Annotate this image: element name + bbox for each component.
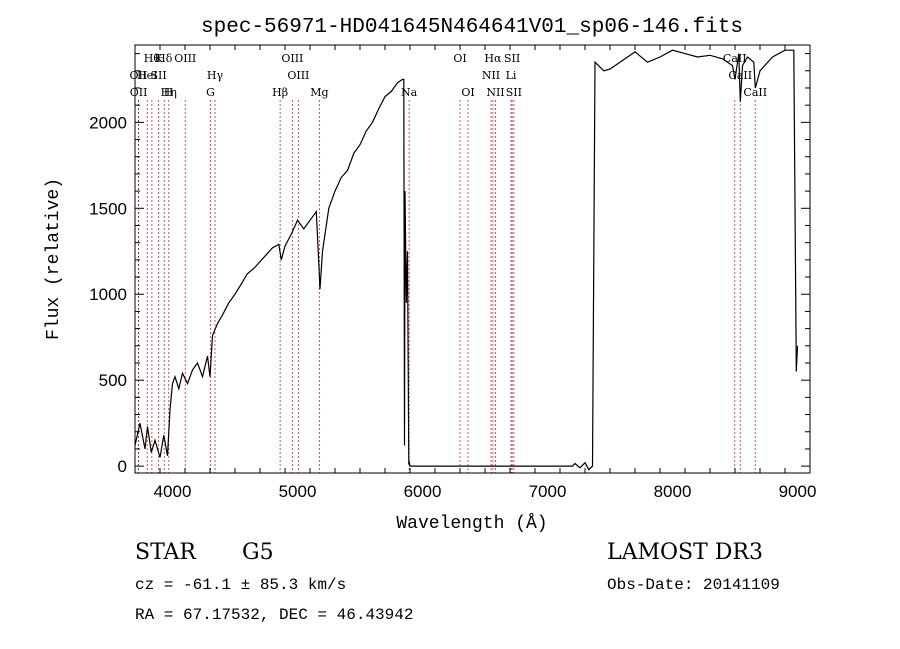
line-markers [137,100,756,473]
line-marker-label: NII [486,86,504,99]
line-marker-label: OI [461,86,474,99]
coordinates: RA = 67.17532, DEC = 46.43942 [135,606,413,624]
y-tick-label: 1500 [89,199,127,218]
line-marker-label: CaII [723,52,747,65]
object-class: STAR [135,540,197,565]
line-marker-label: Hβ [272,86,288,99]
line-marker-label: Hη [161,86,177,99]
x-tick-label: 5000 [279,482,317,501]
line-marker-label: H [164,86,174,99]
line-marker-label: Mg [310,86,328,99]
x-tick-label: 8000 [654,482,692,501]
y-tick-label: 1000 [89,285,127,304]
line-marker-label: HeI [137,69,157,82]
line-marker-label: Hδ [156,52,173,65]
y-tick-label: 0 [118,457,127,476]
y-tick-label: 500 [99,371,127,390]
line-marker-label: OII [130,69,148,82]
x-axis: 4000 5000 6000 7000 8000 9000 [134,45,817,501]
x-tick-label: 4000 [154,482,192,501]
line-marker-label: OI [453,52,466,65]
line-marker-label: Hθ [144,52,161,65]
line-marker-label: CaII [728,69,752,82]
x-tick-label: 9000 [779,482,817,501]
x-tick-label: 7000 [529,482,567,501]
plot-clip-region [135,49,799,471]
line-marker-label: Na [401,86,418,99]
line-marker-label: OIII [287,69,309,82]
line-marker-label: SII [151,69,167,82]
x-tick-label: 6000 [404,482,442,501]
line-marker-label: OIII [281,52,303,65]
line-marker-label: K [155,52,164,65]
line-marker-label: OIII [174,52,196,65]
survey-label: LAMOST DR3 [607,540,763,565]
line-marker-label: CaII [743,86,767,99]
line-marker-label: SII [506,86,522,99]
spectrum-series-line [135,49,799,471]
x-axis-label: Wavelength (Å) [396,513,547,534]
line-marker-label: OII [130,86,148,99]
plot-frame [134,44,811,474]
y-axis: 0 500 1000 1500 2000 [89,53,810,476]
redshift-velocity: cz = -61.1 ± 85.3 km/s [135,576,346,594]
chart-title: spec-56971-HD041645N464641V01_sp06-146.f… [201,16,743,39]
y-tick-label: 2000 [89,113,127,132]
y-axis-label: Flux (relative) [44,178,64,340]
line-marker-label: NII [482,69,500,82]
observation-date: Obs-Date: 20141109 [607,576,780,594]
object-subclass: G5 [242,540,274,565]
line-marker-label: G [206,86,215,99]
line-marker-label: Hα [484,52,502,65]
line-marker-label: Li [506,69,517,82]
line-marker-label: SII [504,52,520,65]
line-marker-label: Hγ [207,69,224,82]
